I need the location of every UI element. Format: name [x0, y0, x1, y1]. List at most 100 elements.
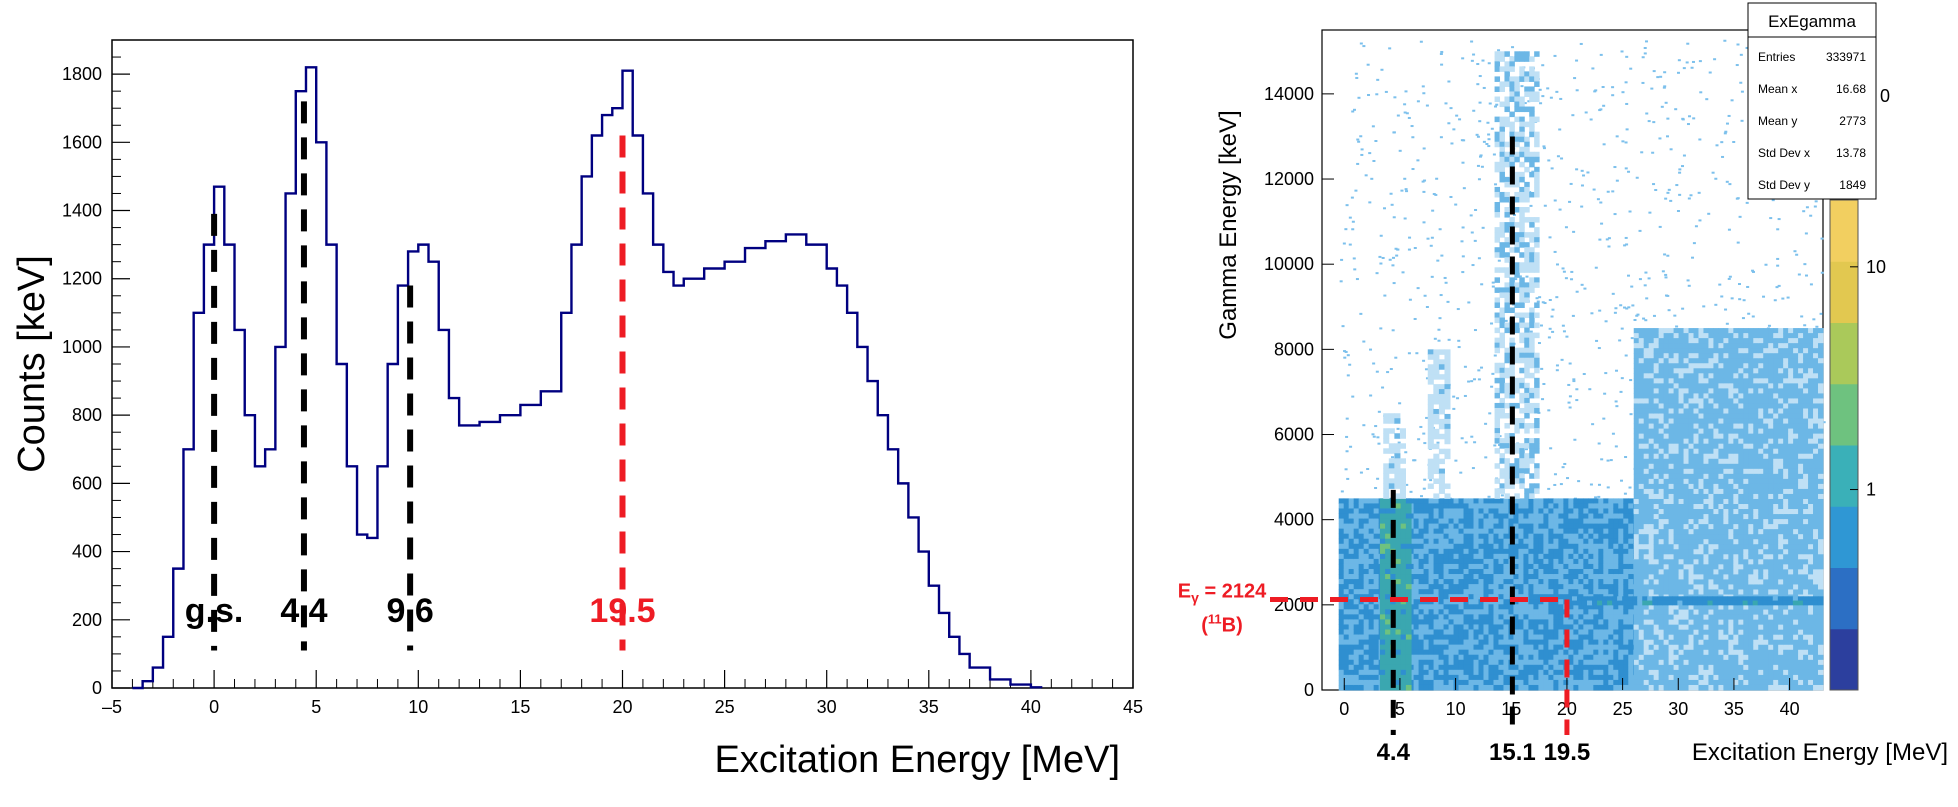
heatmap-cell: [1583, 514, 1588, 520]
heatmap-cell: [1356, 163, 1359, 165]
heatmap-cell: [1339, 569, 1344, 575]
heatmap-cell: [1424, 524, 1429, 530]
heatmap-cell: [1698, 138, 1701, 140]
heatmap-cell: [1444, 277, 1447, 279]
heatmap-cell: [1623, 624, 1628, 630]
heatmap-cell: [1423, 442, 1426, 444]
heatmap-cell: [1364, 645, 1369, 651]
heatmap-cell: [1618, 564, 1623, 570]
heatmap-cell: [1598, 442, 1601, 444]
heatmap-cell: [1339, 645, 1344, 651]
heatmap-cell: [1394, 357, 1397, 359]
heatmap-cell: [1349, 624, 1354, 630]
heatmap-cell: [1454, 609, 1459, 615]
heatmap-cell: [1664, 276, 1667, 278]
heatmap-cell: [1628, 534, 1633, 540]
heatmap-cell: [1354, 660, 1359, 666]
heatmap-cell: [1543, 508, 1548, 514]
heatmap-cell: [1344, 539, 1349, 545]
heatmap-cell: [1588, 579, 1593, 585]
heatmap-cell: [1424, 564, 1429, 570]
heatmap-cell: [1374, 584, 1379, 590]
heatmap-cell: [1434, 645, 1439, 651]
heatmap-cell: [1568, 201, 1571, 203]
heatmap-cell: [1346, 418, 1349, 420]
heatmap-cell: [1414, 584, 1419, 590]
heatmap-cell: [1424, 624, 1429, 630]
heatmap-cell: [1578, 498, 1583, 504]
heatmap-cell: [1498, 534, 1503, 540]
heatmap-cell: [1503, 554, 1508, 560]
heatmap-cell: [1588, 498, 1593, 504]
heatmap-cell: [1553, 574, 1558, 580]
heatmap-cell: [1406, 564, 1412, 570]
heatmap-cell: [1503, 680, 1508, 686]
heatmap-cell: [1478, 665, 1483, 671]
heatmap-cell: [1538, 514, 1543, 520]
heatmap-cell: [1449, 584, 1454, 590]
heatmap-cell: [1390, 665, 1396, 671]
heatmap-cell: [1549, 447, 1552, 449]
heatmap-cell: [1503, 645, 1508, 651]
heatmap-cell: [1503, 604, 1508, 610]
heatmap-cell: [1608, 619, 1613, 625]
heatmap-cell: [1483, 589, 1488, 595]
heatmap-cell: [1349, 554, 1354, 560]
heatmap-cell: [1806, 206, 1809, 208]
heatmap-cell: [1371, 433, 1374, 435]
heatmap-cell: [1440, 294, 1443, 296]
heatmap-cell: [1449, 564, 1454, 570]
heatmap-cell: [1374, 675, 1379, 681]
heatmap-cell: [1702, 305, 1705, 307]
heatmap-cell: [1598, 675, 1603, 681]
heatmap-cell: [1406, 569, 1412, 575]
heatmap-cell: [1546, 87, 1549, 89]
heatmap-cell: [1508, 670, 1513, 676]
heatmap-cell: [1385, 524, 1391, 530]
heatmap-cell: [1607, 486, 1610, 488]
heatmap-cell: [1339, 539, 1344, 545]
heatmap-cell: [1613, 584, 1618, 590]
heatmap-cell: [1543, 529, 1548, 535]
heatmap-cell: [1449, 629, 1454, 635]
heatmap-cell: [1385, 619, 1391, 625]
heatmap-cell: [1498, 260, 1501, 262]
heatmap-cell: [1538, 640, 1543, 646]
heatmap-cell: [1634, 434, 1639, 440]
heatmap-cell: [1537, 301, 1540, 303]
heatmap-cell: [1380, 69, 1383, 71]
heatmap-cell: [1513, 544, 1518, 550]
heatmap-cell: [1611, 94, 1614, 96]
heatmap-cell: [1607, 191, 1610, 193]
heatmap-cell: [1588, 645, 1593, 651]
heatmap-cell: [1613, 614, 1618, 620]
heatmap-cell: [1583, 680, 1588, 686]
heatmap-cell: [1401, 564, 1407, 570]
heatmap-cell: [1803, 324, 1806, 326]
heatmap-cell: [1464, 549, 1469, 555]
heatmap-cell: [1608, 609, 1613, 615]
heatmap-cell: [1563, 655, 1568, 661]
heatmap-cell: [1469, 534, 1474, 540]
heatmap-cell: [1434, 549, 1439, 555]
heatmap-cell: [1603, 579, 1608, 585]
heatmap-cell: [1369, 604, 1374, 610]
heatmap-cell: [1419, 534, 1424, 540]
heatmap-cell: [1593, 519, 1598, 525]
heatmap-cell: [1478, 569, 1483, 575]
heatmap-cell: [1414, 574, 1419, 580]
heatmap-cell: [1419, 564, 1424, 570]
heatmap-cell: [1380, 508, 1386, 514]
heatmap-cell: [1464, 524, 1469, 530]
heatmap-cell: [1395, 635, 1401, 641]
heatmap-cell: [1431, 276, 1434, 278]
heatmap-cell: [1385, 660, 1391, 666]
heatmap-cell: [1444, 660, 1449, 666]
heatmap-cell: [1406, 670, 1412, 676]
heatmap-cell: [1598, 629, 1603, 635]
heatmap-cell: [1558, 524, 1563, 530]
heatmap-cell: [1528, 640, 1533, 646]
heatmap-cell: [1419, 569, 1424, 575]
heatmap-cell: [1378, 256, 1381, 258]
heatmap-cell: [1422, 433, 1425, 435]
